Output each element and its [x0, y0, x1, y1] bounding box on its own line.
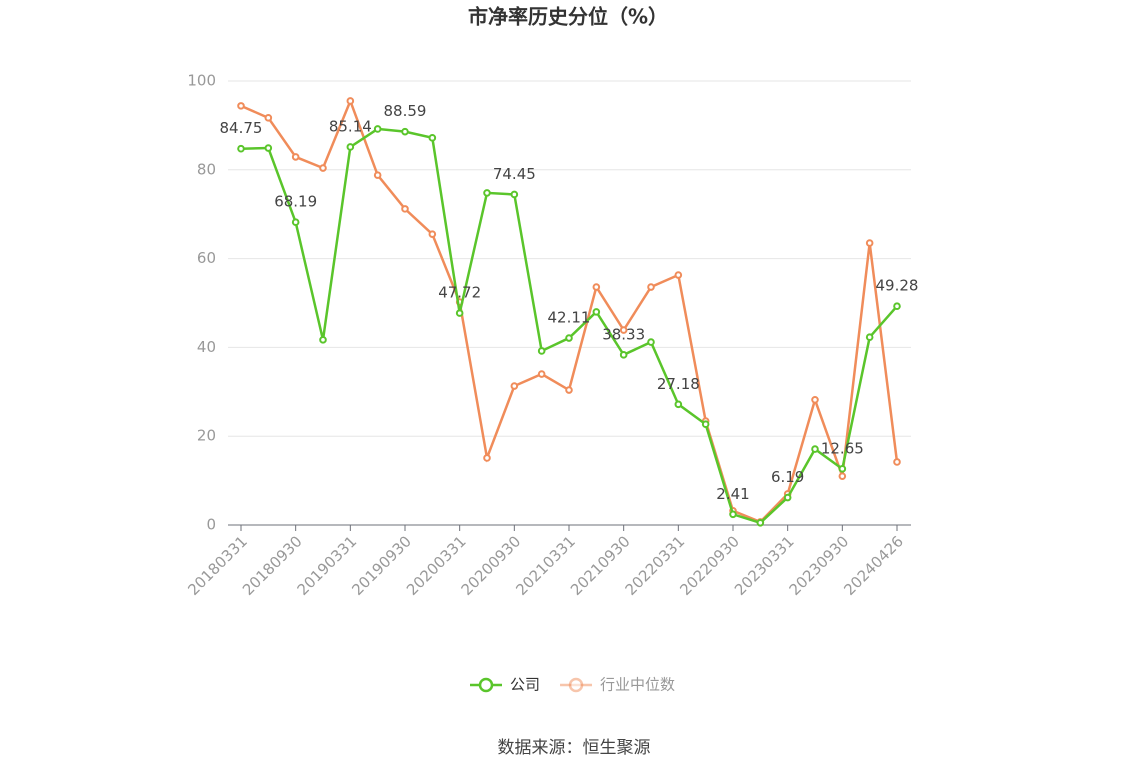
data-point [592, 283, 601, 291]
legend-label: 公司 [510, 676, 540, 694]
data-point [264, 144, 273, 152]
data-point [537, 370, 546, 378]
data-label: 74.45 [493, 165, 536, 183]
data-point [674, 271, 683, 279]
data-label: 88.59 [384, 102, 427, 120]
y-tick-label: 60 [197, 249, 216, 267]
data-point [455, 309, 464, 317]
data-point [674, 400, 683, 409]
legend-marker [478, 677, 494, 693]
data-label: 6.19 [771, 468, 804, 486]
data-label: 12.65 [821, 439, 864, 457]
data-label: 47.72 [438, 284, 481, 302]
legend-item: 公司 [470, 676, 540, 694]
data-point [346, 97, 355, 105]
data-point [319, 164, 327, 172]
data-point [510, 190, 519, 199]
data-label: 38.33 [602, 325, 645, 343]
data-point [756, 518, 765, 527]
data-point [346, 143, 355, 151]
data-label: 68.19 [274, 193, 317, 211]
data-point [319, 336, 327, 344]
data-point [838, 472, 847, 480]
data-point [893, 458, 901, 466]
data-point [865, 333, 874, 341]
data-point [729, 510, 737, 519]
legend-label: 行业中位数 [600, 676, 675, 694]
data-point [428, 134, 437, 142]
data-point [291, 218, 300, 227]
data-point [647, 338, 655, 346]
source: 数据来源：恒生聚源 [498, 738, 651, 758]
data-label: 27.18 [657, 375, 700, 393]
data-label: 84.75 [220, 119, 263, 137]
data-point [865, 239, 874, 247]
data-point [483, 189, 491, 197]
data-point [373, 171, 382, 179]
y-tick-label: 0 [206, 516, 216, 534]
data-point [373, 125, 382, 133]
data-label: 85.14 [329, 117, 372, 135]
data-point [428, 230, 437, 238]
data-point [619, 326, 628, 334]
data-point [619, 351, 628, 359]
y-tick-label: 40 [197, 338, 216, 356]
data-label: 49.28 [876, 277, 919, 295]
data-point [237, 144, 245, 153]
data-point [401, 127, 409, 136]
data-point [592, 308, 601, 316]
data-point [701, 420, 710, 429]
data-point [264, 114, 273, 122]
x-tick-label: 20240426 [840, 532, 907, 599]
data-label: 42.11 [548, 309, 591, 327]
data-label: 2.41 [716, 485, 749, 503]
legend-marker [568, 677, 584, 693]
data-point [483, 454, 491, 462]
chart-title: 市净率历史分位（%） [468, 5, 668, 29]
data-point [647, 283, 655, 291]
data-point [838, 465, 847, 473]
data-point [537, 347, 546, 355]
legend-item: 行业中位数 [560, 676, 675, 694]
data-point [401, 205, 409, 213]
data-point [291, 153, 300, 161]
data-point [811, 395, 819, 404]
data-point [510, 382, 519, 390]
y-tick-label: 80 [197, 160, 216, 178]
data-point [565, 334, 573, 342]
data-point [893, 302, 901, 310]
data-point [783, 493, 792, 502]
data-point [811, 445, 819, 453]
data-point [237, 102, 245, 110]
y-tick-label: 100 [187, 72, 216, 90]
y-tick-label: 20 [197, 427, 216, 445]
data-point [565, 386, 573, 394]
